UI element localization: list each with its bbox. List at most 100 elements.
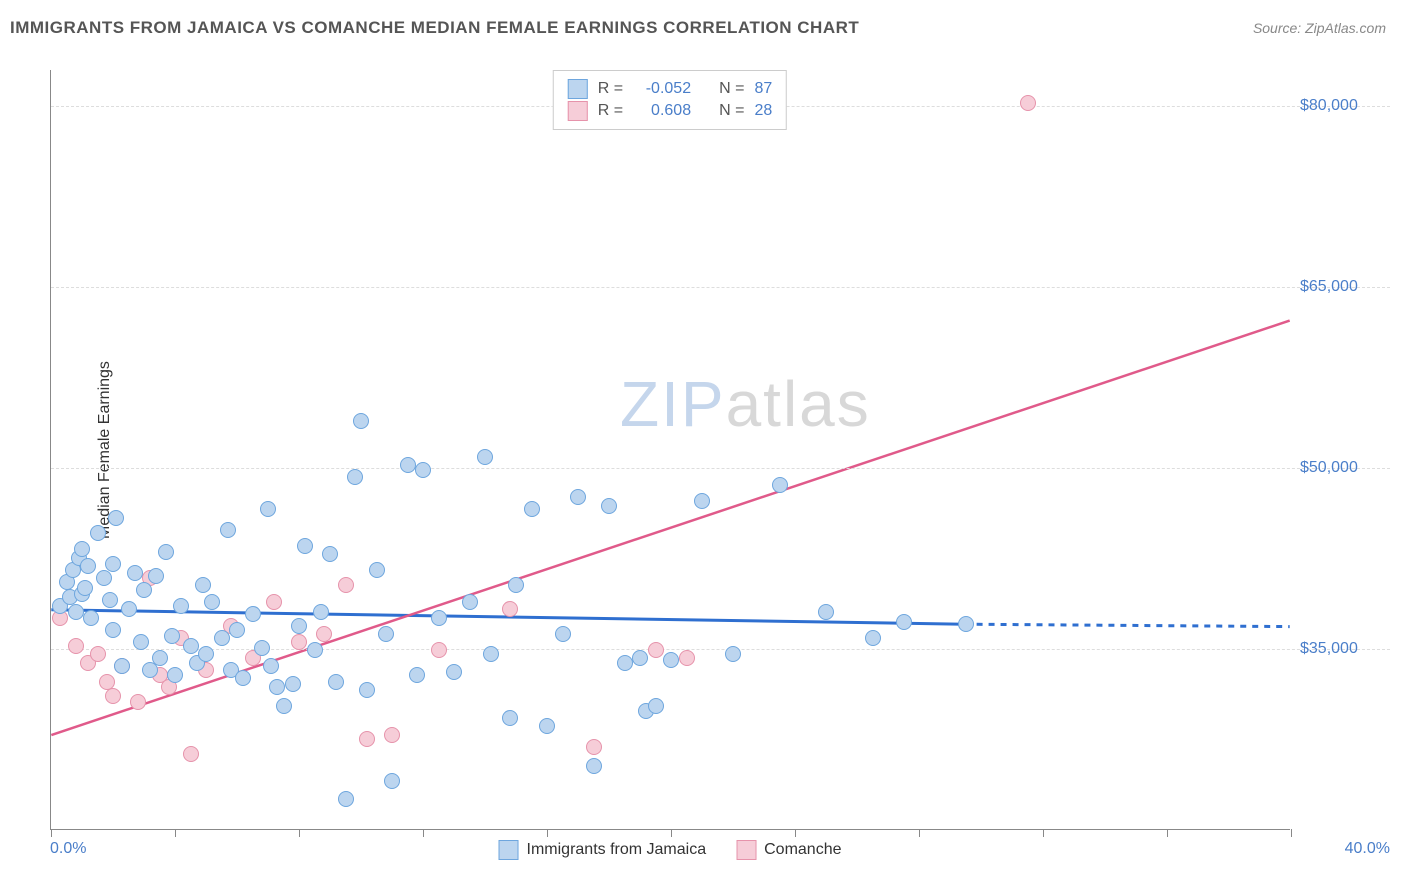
data-point (214, 630, 230, 646)
data-point (400, 457, 416, 473)
n-value-series-2: 28 (754, 102, 772, 120)
data-point (68, 604, 84, 620)
watermark: ZIPatlas (620, 367, 871, 441)
data-point (601, 498, 617, 514)
data-point (269, 679, 285, 695)
data-point (328, 674, 344, 690)
r-value-series-1: -0.052 (633, 80, 691, 98)
x-tick (795, 829, 796, 837)
series-legend: Immigrants from Jamaica Comanche (499, 840, 842, 860)
data-point (477, 449, 493, 465)
y-tick-label: $65,000 (1300, 278, 1390, 296)
x-tick (423, 829, 424, 837)
data-point (96, 570, 112, 586)
data-point (127, 565, 143, 581)
data-point (865, 630, 881, 646)
data-point (148, 568, 164, 584)
data-point (158, 544, 174, 560)
data-point (90, 525, 106, 541)
data-point (772, 477, 788, 493)
data-point (266, 594, 282, 610)
legend-item-series-2: Comanche (736, 840, 841, 860)
data-point (307, 642, 323, 658)
legend-row-series-2: R = 0.608 N = 28 (568, 101, 772, 121)
chart-source: Source: ZipAtlas.com (1253, 20, 1386, 36)
data-point (502, 601, 518, 617)
trend-lines-svg (51, 70, 1290, 829)
data-point (632, 650, 648, 666)
data-point (167, 667, 183, 683)
swatch-bottom-series-2 (736, 840, 756, 860)
chart-title: IMMIGRANTS FROM JAMAICA VS COMANCHE MEDI… (10, 18, 859, 38)
data-point (415, 462, 431, 478)
data-point (108, 510, 124, 526)
legend-row-series-1: R = -0.052 N = 87 (568, 79, 772, 99)
data-point (431, 610, 447, 626)
x-tick (1291, 829, 1292, 837)
data-point (121, 601, 137, 617)
data-point (483, 646, 499, 662)
data-point (313, 604, 329, 620)
data-point (102, 592, 118, 608)
x-tick (1043, 829, 1044, 837)
data-point (359, 731, 375, 747)
trend-line-dashed (965, 624, 1290, 626)
data-point (502, 710, 518, 726)
data-point (694, 493, 710, 509)
data-point (195, 577, 211, 593)
data-point (359, 682, 375, 698)
r-value-series-2: 0.608 (633, 102, 691, 120)
data-point (384, 773, 400, 789)
data-point (130, 694, 146, 710)
gridline (51, 468, 1390, 469)
n-value-series-1: 87 (754, 80, 772, 98)
data-point (586, 758, 602, 774)
x-axis-min-label: 0.0% (50, 840, 86, 858)
chart-area: Median Female Earnings $35,000$50,000$65… (50, 70, 1290, 830)
data-point (133, 634, 149, 650)
data-point (818, 604, 834, 620)
data-point (409, 667, 425, 683)
data-point (173, 598, 189, 614)
x-tick (175, 829, 176, 837)
data-point (105, 688, 121, 704)
data-point (648, 698, 664, 714)
data-point (105, 556, 121, 572)
data-point (291, 634, 307, 650)
data-point (204, 594, 220, 610)
x-tick (919, 829, 920, 837)
data-point (539, 718, 555, 734)
data-point (353, 413, 369, 429)
data-point (378, 626, 394, 642)
data-point (105, 622, 121, 638)
data-point (570, 489, 586, 505)
data-point (90, 646, 106, 662)
data-point (74, 541, 90, 557)
data-point (524, 501, 540, 517)
legend-item-series-1: Immigrants from Jamaica (499, 840, 707, 860)
x-tick (547, 829, 548, 837)
swatch-series-1 (568, 79, 588, 99)
data-point (555, 626, 571, 642)
data-point (183, 638, 199, 654)
y-tick-label: $80,000 (1300, 97, 1390, 115)
data-point (384, 727, 400, 743)
data-point (152, 650, 168, 666)
data-point (322, 546, 338, 562)
data-point (462, 594, 478, 610)
chart-header: IMMIGRANTS FROM JAMAICA VS COMANCHE MEDI… (10, 18, 1386, 38)
x-tick (299, 829, 300, 837)
data-point (896, 614, 912, 630)
data-point (431, 642, 447, 658)
data-point (369, 562, 385, 578)
data-point (114, 658, 130, 674)
data-point (617, 655, 633, 671)
data-point (297, 538, 313, 554)
data-point (68, 638, 84, 654)
data-point (663, 652, 679, 668)
x-tick (1167, 829, 1168, 837)
gridline (51, 287, 1390, 288)
plot-region: $35,000$50,000$65,000$80,000ZIPatlas (50, 70, 1290, 830)
data-point (285, 676, 301, 692)
data-point (446, 664, 462, 680)
